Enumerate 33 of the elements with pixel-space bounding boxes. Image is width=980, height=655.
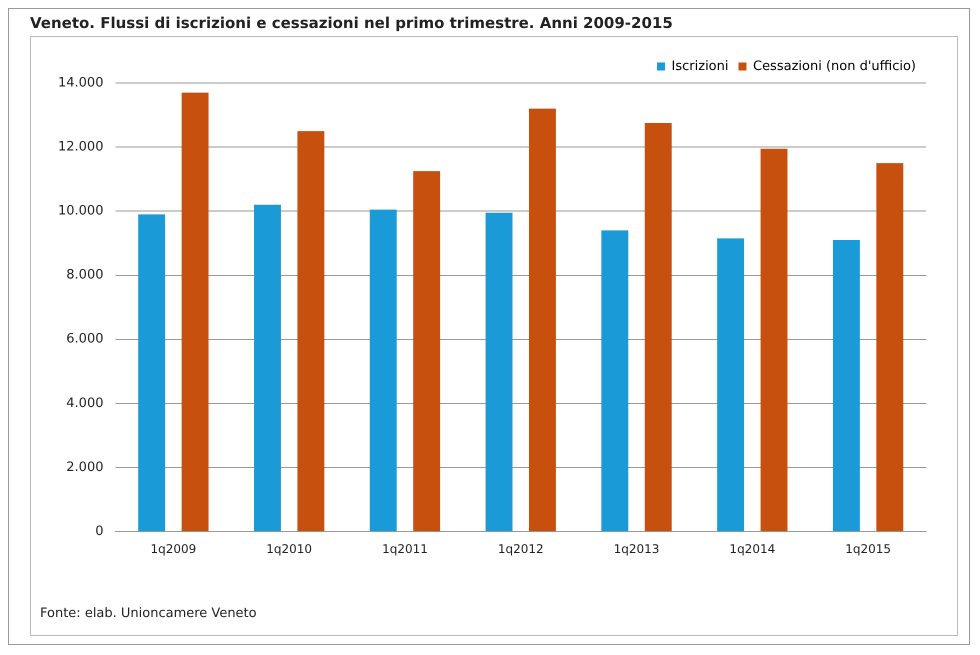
- y-tick-label: 10.000: [58, 204, 104, 219]
- bar: [254, 204, 281, 532]
- bar: [601, 230, 628, 532]
- y-tick-label: 12.000: [58, 139, 104, 154]
- bar: [760, 148, 788, 532]
- bar: [138, 214, 166, 532]
- legend-label: Cessazioni (non d'ufficio): [752, 58, 916, 74]
- y-tick-label: 6.000: [66, 332, 104, 347]
- x-tick-label: 1q2009: [150, 542, 196, 556]
- bar: [413, 171, 440, 532]
- bar: [832, 240, 860, 532]
- y-tick-label: 14.000: [58, 75, 104, 90]
- y-tick-label: 2.000: [66, 460, 104, 475]
- y-tick-label: 4.000: [66, 396, 104, 411]
- bar: [370, 210, 397, 532]
- bar: [876, 163, 904, 532]
- x-tick-label: 1q2012: [498, 542, 544, 556]
- bar: [297, 131, 324, 532]
- bar: [644, 123, 672, 532]
- x-tick-label: 1q2010: [266, 542, 312, 556]
- x-tick-label: 1q2014: [729, 542, 776, 556]
- bar: [717, 238, 744, 532]
- chart-title: Veneto. Flussi di iscrizioni e cessazioni nel primo trimestre. Anni 2009-2015: [30, 14, 673, 32]
- x-tick-label: 1q2013: [614, 542, 660, 556]
- x-tick-label: 1q2015: [845, 542, 892, 556]
- legend-label: Iscrizioni: [672, 58, 728, 74]
- y-tick-label: 8.000: [66, 268, 104, 283]
- bar: [528, 108, 556, 532]
- x-tick-label: 1q2011: [382, 542, 428, 556]
- bar: [182, 92, 209, 532]
- bar: [486, 212, 512, 532]
- source-note: Fonte: elab. Unioncamere Veneto: [40, 606, 257, 621]
- y-tick-label: 0: [95, 524, 104, 539]
